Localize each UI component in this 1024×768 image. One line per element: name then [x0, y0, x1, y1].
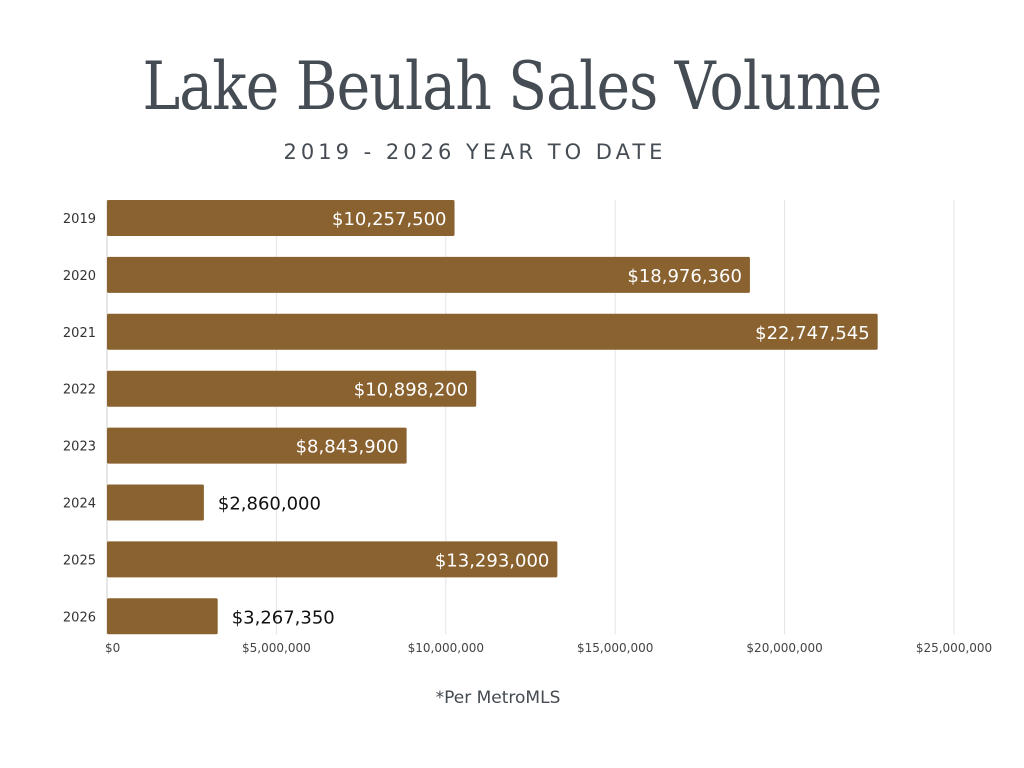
bar-2023	[107, 427, 407, 464]
bars	[107, 200, 878, 635]
x-tick-label: $5,000,000	[242, 641, 311, 655]
category-label: 2026	[63, 610, 96, 625]
category-label: 2024	[63, 497, 96, 512]
x-tick-label: $0	[105, 641, 120, 655]
x-tick-label: $20,000,000	[746, 641, 822, 655]
category-label: 2023	[63, 440, 96, 455]
bar-2020	[107, 256, 750, 293]
bar-2019	[107, 200, 455, 236]
data-label: $10,257,500	[332, 209, 447, 230]
data-label: $10,898,200	[354, 380, 469, 401]
category-label: 2019	[63, 212, 96, 227]
bar-2022	[107, 370, 477, 407]
bar-2024	[107, 484, 204, 521]
x-tick-label: $25,000,000	[916, 641, 992, 655]
category-labels: 2019 2020 2021 2022 2023 2024 2025 2026	[63, 212, 96, 625]
data-label: $22,747,545	[755, 323, 870, 344]
category-label: 2021	[63, 326, 96, 341]
data-label: $2,860,000	[218, 494, 321, 515]
bar-2026	[107, 598, 218, 635]
data-labels: $10,257,500 $18,976,360 $22,747,545 $10,898…	[218, 209, 870, 628]
category-label: 2020	[63, 269, 96, 284]
chart-title: Lake Beulah Sales Volume	[142, 48, 882, 125]
category-label: 2025	[63, 553, 96, 568]
data-label: $13,293,000	[435, 550, 550, 571]
data-label: $18,976,360	[627, 266, 742, 287]
bar-2021	[107, 313, 878, 350]
category-label: 2022	[63, 383, 96, 398]
x-tick-label: $10,000,000	[408, 641, 484, 655]
data-label: $8,843,900	[296, 437, 399, 458]
bar-2025	[107, 541, 558, 578]
x-tick-label: $15,000,000	[577, 641, 653, 655]
chart-subtitle: 2019 - 2026 YEAR TO DATE	[283, 140, 667, 164]
data-label: $3,267,350	[232, 607, 335, 628]
source-footnote: *Per MetroMLS	[435, 688, 561, 708]
x-axis-tick-labels: $0 $5,000,000 $10,000,000 $15,000,000 $20,00…	[105, 641, 992, 655]
